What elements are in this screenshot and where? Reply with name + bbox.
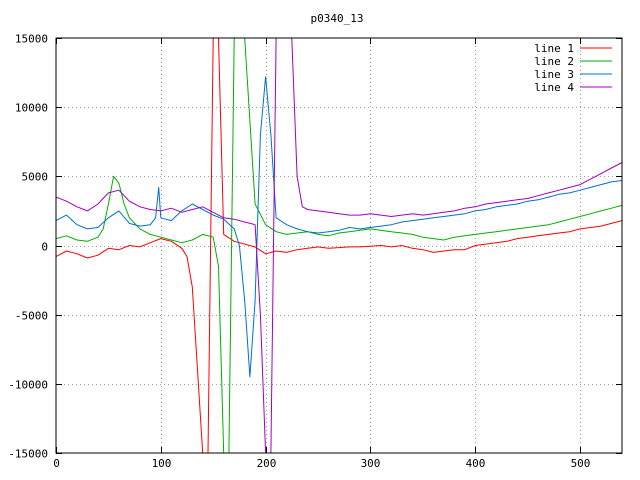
legend-label: line 1 xyxy=(534,42,574,55)
y-tick-label: -15000 xyxy=(8,448,48,461)
y-tick-label: 10000 xyxy=(15,102,48,115)
y-tick-label: 15000 xyxy=(15,33,48,46)
x-tick-label: 0 xyxy=(53,457,60,470)
grid-lines xyxy=(56,38,622,453)
x-tick-label: 300 xyxy=(361,457,381,470)
chart-title: p0340_13 xyxy=(311,12,364,25)
series-line-2 xyxy=(56,38,622,453)
x-tick-label: 100 xyxy=(152,457,172,470)
tick-labels: 0 100 200 300 400 500 -15000 -10000 -5000 0 5000 10… xyxy=(8,33,590,471)
y-tick-label: 5000 xyxy=(22,171,49,184)
legend-label: line 3 xyxy=(534,68,574,81)
series-line-1 xyxy=(56,38,622,453)
series-lines xyxy=(56,38,622,453)
y-tick-label: 0 xyxy=(41,241,48,254)
legend-label: line 4 xyxy=(534,81,574,94)
x-tick-label: 400 xyxy=(466,457,486,470)
y-tick-label: -5000 xyxy=(15,310,48,323)
plot-frame xyxy=(55,37,623,454)
x-tick-label: 200 xyxy=(257,457,277,470)
axis-ticks xyxy=(56,38,622,454)
x-tick-label: 500 xyxy=(571,457,591,470)
legend-label: line 2 xyxy=(534,55,574,68)
y-tick-label: -10000 xyxy=(8,379,48,392)
series-line-3 xyxy=(56,76,622,378)
series-line-4 xyxy=(56,38,622,453)
